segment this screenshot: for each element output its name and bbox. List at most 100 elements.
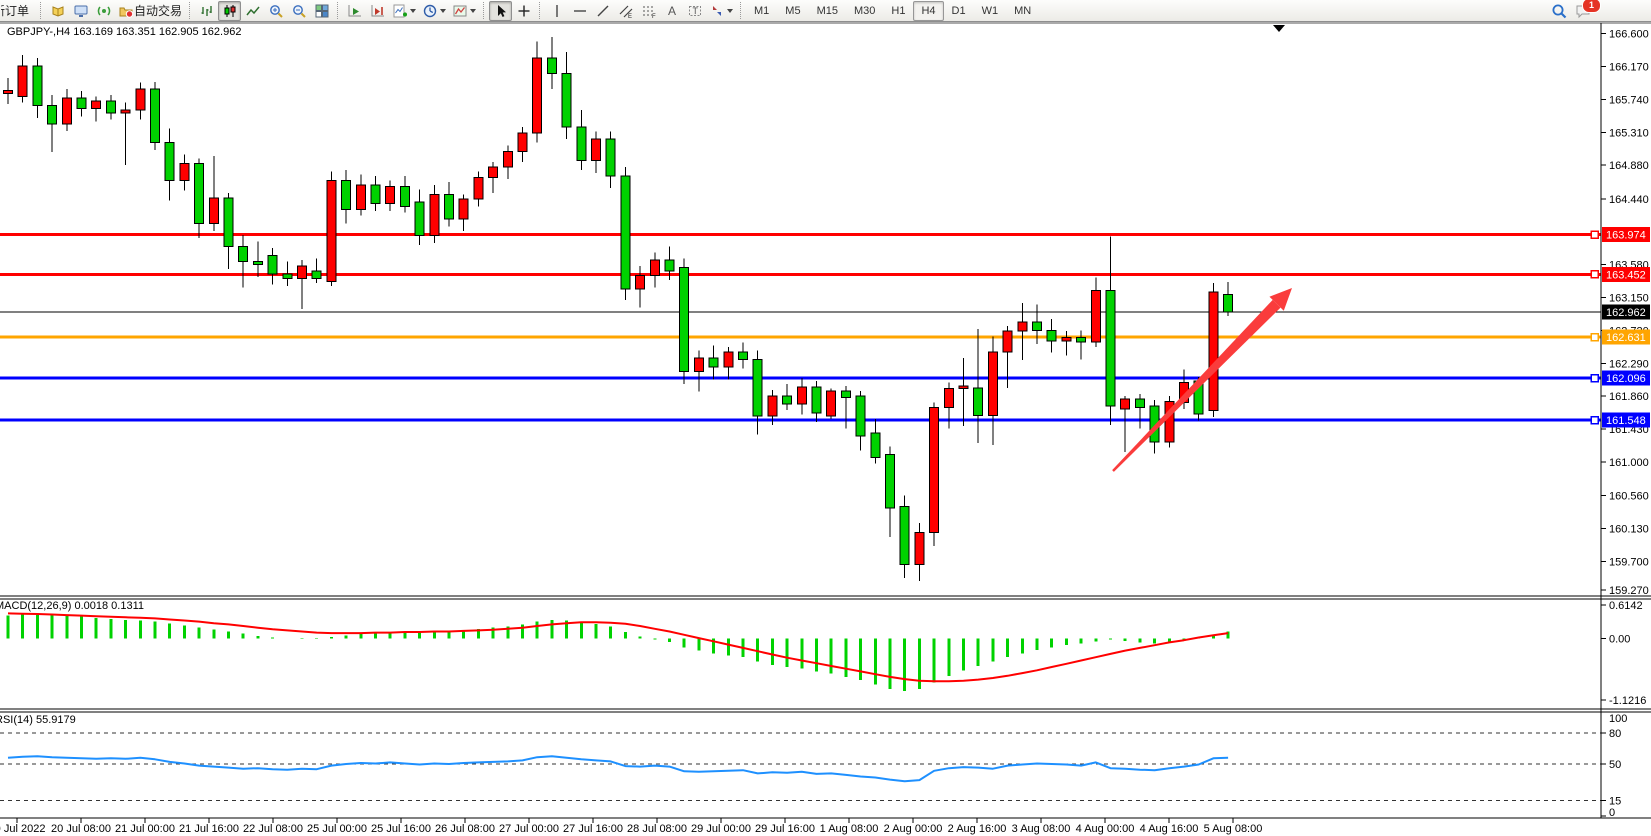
time-tick-label: 29 Jul 16:00 bbox=[755, 823, 815, 835]
time-tick-label: 4 Aug 16:00 bbox=[1140, 823, 1199, 835]
text-tool-button[interactable]: A bbox=[660, 1, 683, 21]
rsi-tick-label: 80 bbox=[1609, 728, 1621, 740]
timeframe-M1[interactable]: M1 bbox=[754, 4, 770, 17]
symbol-ohlc-header: GBPJPY-,H4 163.169 163.351 162.905 162.9… bbox=[7, 26, 242, 38]
toolbar-separator bbox=[337, 2, 339, 19]
price-tick-label: 166.170 bbox=[1609, 62, 1649, 74]
rsi-tick-label: 50 bbox=[1609, 759, 1621, 771]
price-tick-label: 160.560 bbox=[1609, 491, 1649, 503]
time-tick-label: 25 Jul 00:00 bbox=[307, 823, 367, 835]
svg-text:E: E bbox=[628, 14, 632, 19]
chart-shift-icon bbox=[371, 4, 384, 16]
vertical-line-icon bbox=[555, 4, 558, 17]
price-tick-label: 160.130 bbox=[1609, 523, 1649, 535]
chart-canvas[interactable]: MACD(12,26,9) 0.0018 0.1311 0.6142 0.00 -1.… bbox=[0, 22, 1651, 836]
toolbar-separator bbox=[740, 2, 742, 19]
price-tick-label: 164.880 bbox=[1609, 160, 1649, 172]
auto-trading-button[interactable]: 自动交易 bbox=[115, 1, 185, 21]
timeframe-MN[interactable]: MN bbox=[1014, 4, 1032, 17]
price-tick-label: 159.270 bbox=[1609, 585, 1649, 597]
time-tick-label: 21 Jul 00:00 bbox=[115, 823, 175, 835]
new-order-label: 新订单 bbox=[1, 4, 30, 18]
timeframe-M30[interactable]: M30 bbox=[853, 4, 876, 17]
candlestick-chart-icon bbox=[224, 4, 236, 17]
chevron-down-icon bbox=[440, 8, 447, 13]
chevron-down-icon bbox=[410, 8, 417, 13]
time-tick-label: 2 Aug 00:00 bbox=[884, 823, 943, 835]
svg-text:T: T bbox=[692, 6, 698, 16]
rsi-label: RSI(14) 55.9179 bbox=[0, 714, 76, 726]
time-tick-label: 3 Aug 08:00 bbox=[1012, 823, 1071, 835]
trendline-icon bbox=[597, 5, 609, 16]
line-chart-button[interactable] bbox=[241, 1, 264, 21]
vertical-line-tool-button[interactable] bbox=[545, 1, 568, 21]
price-line-label: 161.548 bbox=[1606, 415, 1646, 427]
arrows-tool-button[interactable] bbox=[706, 1, 736, 21]
chart-shift-button[interactable] bbox=[366, 1, 389, 21]
price-tick-label: 165.310 bbox=[1609, 127, 1649, 139]
time-tick-label: 27 Jul 16:00 bbox=[563, 823, 623, 835]
timeframe-H4[interactable]: H4 bbox=[913, 0, 944, 21]
trend-arrow bbox=[1112, 299, 1281, 472]
indicators-icon bbox=[393, 4, 408, 17]
notifications-button[interactable]: 1 bbox=[1571, 0, 1601, 21]
chevron-down-icon bbox=[470, 8, 477, 13]
fibonacci-tool-button[interactable]: F bbox=[637, 1, 660, 21]
zoom-out-button[interactable] bbox=[287, 1, 310, 21]
clock-icon bbox=[423, 4, 437, 17]
price-tick-label: 164.440 bbox=[1609, 194, 1649, 206]
timeframe-group: M1 M5 M15 M30 H1 H4 D1 W1 MN bbox=[746, 0, 1039, 21]
timeframe-D1[interactable]: D1 bbox=[951, 4, 966, 17]
market-watch-button[interactable] bbox=[46, 1, 69, 21]
computer-icon bbox=[74, 5, 87, 17]
tile-windows-button[interactable] bbox=[310, 1, 333, 21]
price-tick-label: 159.700 bbox=[1609, 556, 1649, 568]
signals-button[interactable] bbox=[92, 1, 115, 21]
timeframe-M15[interactable]: M15 bbox=[816, 4, 838, 17]
macd-tick-label: -1.1216 bbox=[1609, 695, 1646, 707]
search-button[interactable] bbox=[1547, 1, 1571, 21]
timeframe-W1[interactable]: W1 bbox=[981, 4, 999, 17]
chevron-down-icon bbox=[727, 8, 734, 13]
tile-windows-icon bbox=[315, 4, 329, 17]
candlestick-chart-button[interactable] bbox=[218, 0, 242, 21]
time-tick-label: 22 Jul 08:00 bbox=[243, 823, 303, 835]
toolbar-separator bbox=[189, 2, 191, 19]
signal-icon bbox=[97, 6, 110, 15]
time-tick-label: 28 Jul 08:00 bbox=[627, 823, 687, 835]
cursor-tool-button[interactable] bbox=[489, 0, 513, 21]
bar-chart-button[interactable] bbox=[195, 1, 218, 21]
indicators-button[interactable] bbox=[389, 1, 419, 21]
trendline-tool-button[interactable] bbox=[591, 1, 614, 21]
crosshair-tool-button[interactable] bbox=[512, 1, 535, 21]
crosshair-icon bbox=[518, 5, 530, 16]
bar-chart-icon bbox=[201, 5, 212, 16]
text-label-tool-button[interactable]: T bbox=[683, 1, 706, 21]
time-tick-label: 25 Jul 16:00 bbox=[371, 823, 431, 835]
book-icon bbox=[52, 5, 63, 17]
horizontal-line-tool-button[interactable] bbox=[568, 1, 591, 21]
terminal-button[interactable] bbox=[69, 1, 92, 21]
notification-badge: 1 bbox=[1582, 0, 1601, 13]
trend-arrow-head bbox=[1269, 288, 1292, 311]
search-icon bbox=[1552, 4, 1567, 18]
auto-scroll-icon bbox=[348, 4, 361, 16]
time-tick-label: 29 Jul 00:00 bbox=[691, 823, 751, 835]
timeframe-M5[interactable]: M5 bbox=[785, 4, 801, 17]
price-tick-label: 161.000 bbox=[1609, 457, 1649, 469]
periods-button[interactable] bbox=[419, 1, 449, 21]
toolbar-separator bbox=[483, 2, 485, 19]
new-order-button[interactable]: 新订单 bbox=[0, 1, 36, 21]
zoom-in-button[interactable] bbox=[264, 1, 287, 21]
macd-tick-label: 0.6142 bbox=[1609, 600, 1643, 612]
rsi-tick-label: 15 bbox=[1609, 795, 1621, 807]
macd-tick-label: 0.00 bbox=[1609, 634, 1630, 646]
templates-button[interactable] bbox=[449, 1, 479, 21]
timeframe-H1[interactable]: H1 bbox=[891, 4, 906, 17]
channel-tool-button[interactable]: E bbox=[614, 1, 637, 21]
fibonacci-icon: F bbox=[642, 6, 656, 19]
time-tick-label: 2 Aug 16:00 bbox=[948, 823, 1007, 835]
toolbar-separator bbox=[40, 2, 42, 19]
auto-scroll-button[interactable] bbox=[343, 1, 366, 21]
hlines-group bbox=[0, 233, 1601, 422]
